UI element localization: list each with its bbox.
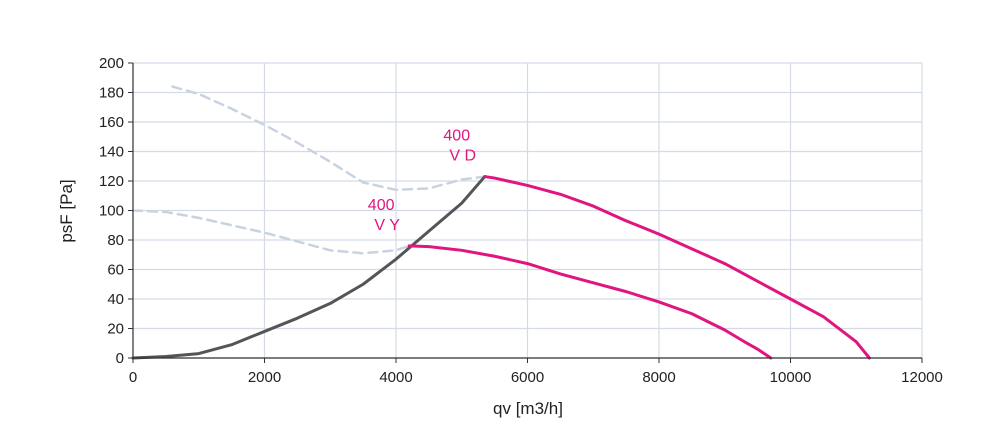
x-tick-label: 6000	[511, 369, 544, 386]
curve-label-vd-line-1: 400	[443, 128, 470, 145]
x-tick-label: 4000	[379, 369, 412, 386]
x-tick-label: 8000	[642, 369, 675, 386]
y-tick-label: 20	[107, 321, 124, 338]
y-tick-label: 40	[107, 291, 124, 308]
x-tick-labels: 0 2000 4000 6000 8000 10000 12000	[129, 369, 943, 386]
limit-curve-limit_lower	[131, 209, 411, 255]
system-curve-group	[131, 175, 487, 360]
curve-label-vy-line-2: V Y	[374, 217, 400, 234]
limit-curves	[131, 85, 487, 255]
y-tick-label: 120	[99, 173, 124, 190]
y-tick-label: 140	[99, 144, 124, 161]
fan-curves	[407, 175, 871, 360]
grid	[132, 62, 923, 359]
y-tick-label: 200	[99, 55, 124, 72]
limit-curve-limit_upper	[171, 85, 487, 192]
y-tick-label: 100	[99, 203, 124, 220]
y-tick-label: 80	[107, 232, 124, 249]
x-axis-label: qv [m3/h]	[493, 399, 563, 418]
y-tick-label: 0	[116, 350, 124, 367]
axes	[128, 62, 923, 363]
curve-label-vd-line-2: V D	[449, 148, 476, 165]
y-tick-labels: 0 20 40 60 80 100 120 140 160 180 200	[99, 55, 124, 367]
x-tick-label: 10000	[770, 369, 812, 386]
system-curve-system	[131, 175, 487, 360]
fan-curve-vy	[407, 244, 773, 360]
y-tick-label: 160	[99, 114, 124, 131]
y-axis-label: psF [Pa]	[57, 179, 76, 242]
y-tick-label: 60	[107, 262, 124, 279]
curve-annotations: 400 V D 400 V Y	[368, 128, 476, 234]
x-tick-label: 2000	[248, 369, 281, 386]
y-tick-label: 180	[99, 85, 124, 102]
x-tick-label: 0	[129, 369, 137, 386]
x-tick-label: 12000	[901, 369, 943, 386]
fan-curve-vd	[483, 175, 871, 360]
curve-label-vy-line-1: 400	[368, 197, 395, 214]
